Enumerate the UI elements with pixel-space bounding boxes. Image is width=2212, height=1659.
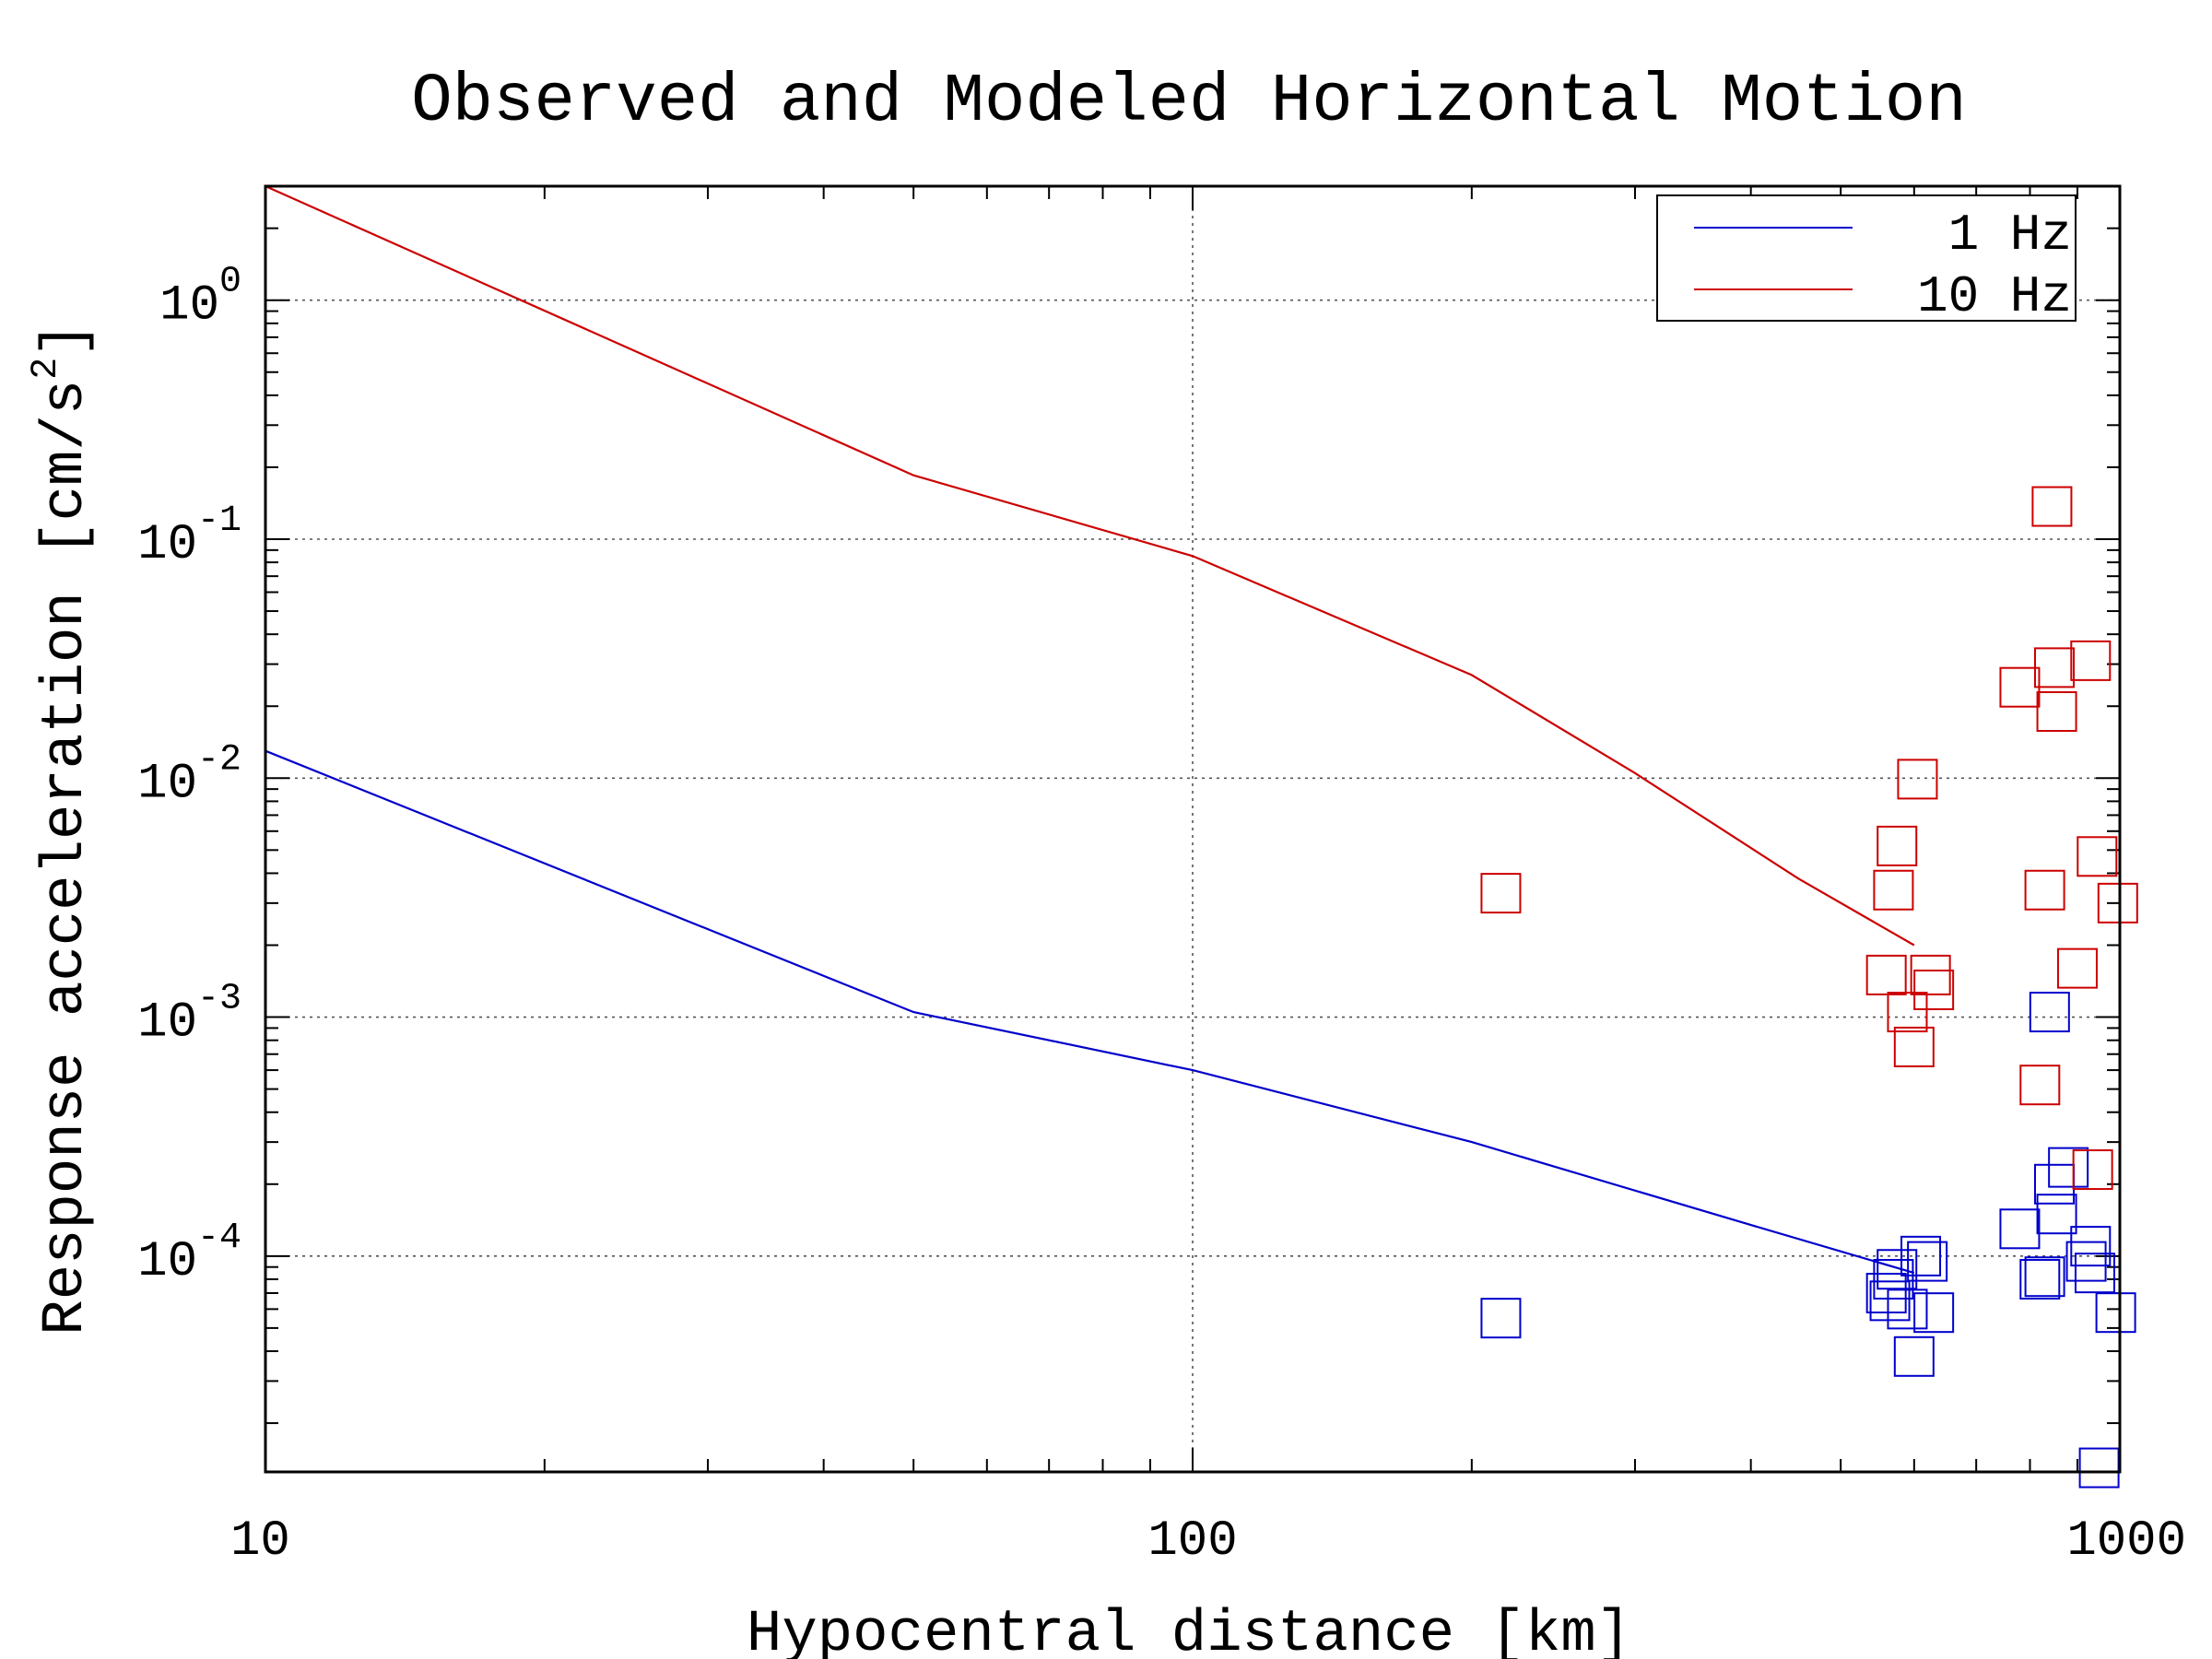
model-line-1hz <box>265 749 1915 1275</box>
observed-point-1hz <box>1480 1298 1522 1339</box>
observed-point-1hz <box>2033 1163 2075 1205</box>
observed-point-10hz <box>1887 992 1928 1033</box>
legend-label-1hz: 1 Hz <box>1948 206 2072 265</box>
observed-point-1hz <box>1907 1241 1948 1282</box>
legend-box <box>1656 194 2077 322</box>
x-tick-label: 1000 <box>2066 1513 2186 1570</box>
observed-point-10hz <box>2072 1149 2113 1191</box>
observed-point-1hz <box>1865 1273 1907 1314</box>
observed-point-10hz <box>2024 869 2065 911</box>
y-tick-label: 10-4 <box>137 1218 241 1290</box>
observed-point-1hz <box>2019 1258 2061 1300</box>
observed-point-10hz <box>1877 825 1918 866</box>
legend-label-10hz: 10 Hz <box>1917 267 2072 326</box>
y-tick-label: 10-2 <box>137 739 241 812</box>
observed-point-10hz <box>1910 954 1951 995</box>
chart-title: Observed and Modeled Horizontal Motion <box>411 64 1966 141</box>
observed-point-10hz <box>1893 1026 1935 1067</box>
y-axis-label-end: ] <box>33 322 100 357</box>
y-tick-exponent: -2 <box>197 739 241 781</box>
series-layer <box>265 184 2138 1488</box>
observed-point-1hz <box>2078 1447 2120 1488</box>
observed-point-10hz <box>1897 759 1938 800</box>
grid-lines <box>265 186 2120 1472</box>
y-tick-label: 10-1 <box>137 500 241 573</box>
y-tick-base: 10 <box>137 517 197 573</box>
observed-point-1hz <box>1893 1335 1935 1377</box>
y-axis-label-exponent: 2 <box>26 358 67 380</box>
y-tick-base: 10 <box>159 278 219 335</box>
observed-point-1hz <box>1913 1292 1955 1334</box>
y-tick-exponent: 0 <box>219 262 241 303</box>
observed-point-1hz <box>2036 1194 2077 1235</box>
observed-point-1hz <box>1887 1288 1928 1330</box>
observed-point-10hz <box>2031 486 2073 527</box>
x-tick-label: 10 <box>230 1513 290 1570</box>
observed-point-1hz <box>1999 1208 2041 1250</box>
y-tick-label: 100 <box>159 262 241 335</box>
x-tick-label: 100 <box>1147 1513 1237 1570</box>
model-line-10hz <box>265 184 1915 947</box>
y-axis-label: Response acceleration [cm/s2] <box>26 322 100 1335</box>
observed-point-10hz <box>2077 836 2118 877</box>
y-tick-base: 10 <box>137 1234 197 1290</box>
plot-frame <box>264 184 2122 1474</box>
observed-point-1hz <box>2065 1241 2107 1282</box>
y-tick-exponent: -3 <box>197 979 241 1020</box>
observed-point-1hz <box>1900 1235 1942 1277</box>
y-tick-exponent: -4 <box>197 1218 241 1259</box>
y-tick-label: 10-3 <box>137 979 241 1052</box>
observed-point-10hz <box>1873 869 1914 911</box>
observed-point-1hz <box>1873 1258 1914 1300</box>
observed-point-1hz <box>2048 1147 2089 1188</box>
observed-point-1hz <box>2070 1226 2112 1267</box>
observed-point-10hz <box>2070 640 2112 681</box>
observed-point-10hz <box>1913 970 1955 1011</box>
x-tick-labels: 10 100 1000 <box>230 1513 2186 1570</box>
observed-point-10hz <box>2033 647 2075 688</box>
observed-point-10hz <box>1999 666 2041 708</box>
x-axis-label: Hypocentral distance [km] <box>747 1602 1631 1659</box>
observed-point-10hz <box>2097 882 2138 924</box>
observed-point-1hz <box>2095 1292 2136 1334</box>
legend: 1 Hz 10 Hz <box>1656 194 2077 326</box>
observed-point-10hz <box>2036 691 2077 733</box>
observed-point-10hz <box>2056 947 2098 989</box>
observed-point-1hz <box>2024 1256 2065 1298</box>
observed-point-1hz <box>1869 1280 1911 1322</box>
observed-point-10hz <box>2019 1065 2061 1106</box>
minor-ticks <box>265 185 2121 1472</box>
observed-point-1hz <box>2029 992 2070 1033</box>
observed-point-1hz <box>1877 1249 1918 1290</box>
y-tick-base: 10 <box>137 756 197 812</box>
y-tick-exponent: -1 <box>197 500 241 542</box>
observed-point-10hz <box>1865 954 1907 995</box>
observed-point-1hz <box>2074 1253 2115 1294</box>
y-axis-label-main: Response acceleration [cm/s <box>33 380 100 1335</box>
y-tick-base: 10 <box>137 995 197 1052</box>
observed-point-10hz <box>1480 873 1522 914</box>
